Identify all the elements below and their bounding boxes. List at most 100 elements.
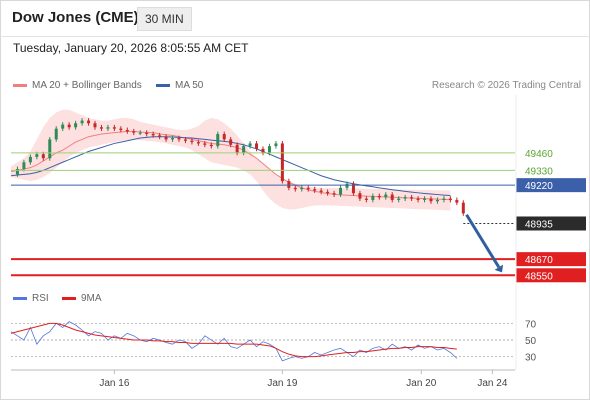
candle-body	[351, 183, 355, 194]
candle-body	[313, 189, 317, 191]
candle-body	[390, 194, 394, 200]
last-price-tag	[516, 216, 586, 231]
x-tick-label-Jan 24: Jan 24	[477, 378, 507, 389]
candle-body	[435, 199, 439, 202]
candle-body	[41, 154, 45, 159]
candle-body	[112, 127, 116, 129]
candle-body	[397, 198, 401, 200]
candle-body	[54, 128, 58, 140]
rsi-tick-70: 70	[525, 319, 537, 330]
candle-body	[300, 187, 304, 190]
forecast-arrow-head	[494, 264, 504, 273]
candle-body	[158, 135, 162, 137]
candle-body	[22, 162, 26, 169]
candle-body	[222, 134, 226, 140]
candle-body	[371, 195, 375, 200]
candle-body	[332, 193, 336, 195]
candle-body	[293, 187, 297, 190]
candle-body	[416, 198, 420, 200]
legend-label-ma50: MA 50	[175, 80, 204, 91]
candle-body	[183, 139, 187, 141]
x-tick-label-Jan 19: Jan 19	[267, 378, 297, 389]
candle-body	[455, 199, 459, 203]
candle-body	[377, 195, 381, 198]
legend-swatch-rsi	[13, 296, 27, 300]
candle-body	[125, 129, 129, 132]
candle-body	[67, 124, 71, 128]
rsi-ma9-line	[10, 322, 457, 358]
candle-body	[196, 142, 200, 144]
level-label-48550: 48550	[525, 271, 553, 282]
legend-rsi: RSI	[13, 293, 49, 304]
candle-body	[61, 124, 65, 129]
candle-body	[461, 202, 465, 214]
legend-label-rsi: RSI	[32, 293, 49, 304]
legend-swatch-ma20	[13, 83, 27, 87]
candle-body	[203, 143, 207, 145]
candle-body	[106, 127, 110, 129]
candle-body	[132, 131, 136, 133]
report-datetime: Tuesday, January 20, 2026 8:05:55 AM CET	[13, 41, 249, 55]
candle-body	[442, 198, 446, 200]
x-tick-label-Jan 20: Jan 20	[406, 378, 436, 389]
legend-swatch-9ma	[62, 296, 76, 300]
candle-body	[261, 148, 265, 153]
candle-body	[326, 191, 330, 194]
copyright-text: Research © 2026 Trading Central	[431, 80, 581, 91]
candle-body	[384, 194, 388, 198]
last-price-label: 48935	[525, 219, 553, 230]
candle-body	[448, 198, 452, 200]
candle-body	[306, 187, 310, 190]
candle-body	[177, 138, 181, 140]
candle-body	[345, 183, 349, 188]
candle-body	[235, 144, 239, 153]
candle-body	[209, 144, 213, 147]
legend-label-ma20: MA 20 + Bollinger Bands	[32, 80, 142, 91]
legend-9ma: 9MA	[62, 293, 102, 304]
candle-body	[248, 143, 252, 147]
level-label-49330: 49330	[525, 166, 553, 177]
candle-body	[255, 143, 259, 149]
candle-body	[423, 198, 427, 200]
candle-body	[99, 127, 103, 129]
candle-body	[216, 134, 220, 147]
candle-body	[74, 123, 78, 128]
candle-body	[319, 190, 323, 192]
candle-body	[164, 136, 168, 140]
level-label-49220: 49220	[525, 181, 553, 192]
candle-body	[358, 193, 362, 199]
candle-body	[267, 146, 271, 153]
timeframe-badge[interactable]: 30 MIN	[137, 7, 192, 31]
level-label-48670: 48670	[525, 255, 553, 266]
forecast-arrow-shaft	[465, 213, 501, 269]
level-tag-48550	[516, 268, 586, 283]
candle-body	[87, 120, 91, 124]
candle-body	[93, 123, 97, 128]
candle-body	[190, 140, 194, 143]
candle-body	[138, 132, 142, 134]
candle-body	[28, 156, 32, 163]
candle-body	[274, 143, 278, 147]
rsi-tick-30: 30	[525, 353, 537, 364]
candle-body	[145, 132, 149, 135]
legend-label-9ma: 9MA	[81, 293, 102, 304]
header-bar: Dow Jones (CME) 30 MIN	[0, 0, 590, 37]
candle-body	[242, 146, 246, 153]
candle-body	[429, 198, 433, 202]
instrument-title: Dow Jones (CME)	[12, 9, 139, 26]
rsi-line	[10, 321, 458, 362]
candle-body	[280, 143, 284, 182]
candle-body	[35, 154, 39, 157]
candle-body	[364, 198, 368, 200]
candle-body	[171, 138, 175, 140]
legend-swatch-ma50	[156, 83, 170, 87]
candle-body	[151, 134, 155, 136]
candles-group	[15, 118, 465, 216]
legend-ma20: MA 20 + Bollinger Bands	[13, 80, 142, 91]
candle-body	[80, 120, 84, 124]
x-tick-label-Jan 16: Jan 16	[99, 378, 129, 389]
bollinger-band-fill	[11, 109, 451, 211]
candle-body	[339, 187, 343, 195]
rsi-tick-50: 50	[525, 336, 537, 347]
